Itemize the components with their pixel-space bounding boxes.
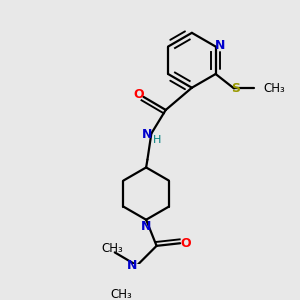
Text: CH₃: CH₃ [263, 82, 285, 95]
Text: N: N [142, 128, 152, 141]
Text: CH₃: CH₃ [101, 242, 123, 255]
Text: N: N [141, 220, 151, 233]
Text: N: N [127, 259, 137, 272]
Text: S: S [231, 82, 240, 95]
Text: CH₃: CH₃ [110, 288, 132, 300]
Text: O: O [133, 88, 144, 101]
Text: O: O [181, 237, 191, 250]
Text: H: H [152, 135, 161, 145]
Text: N: N [215, 39, 226, 52]
